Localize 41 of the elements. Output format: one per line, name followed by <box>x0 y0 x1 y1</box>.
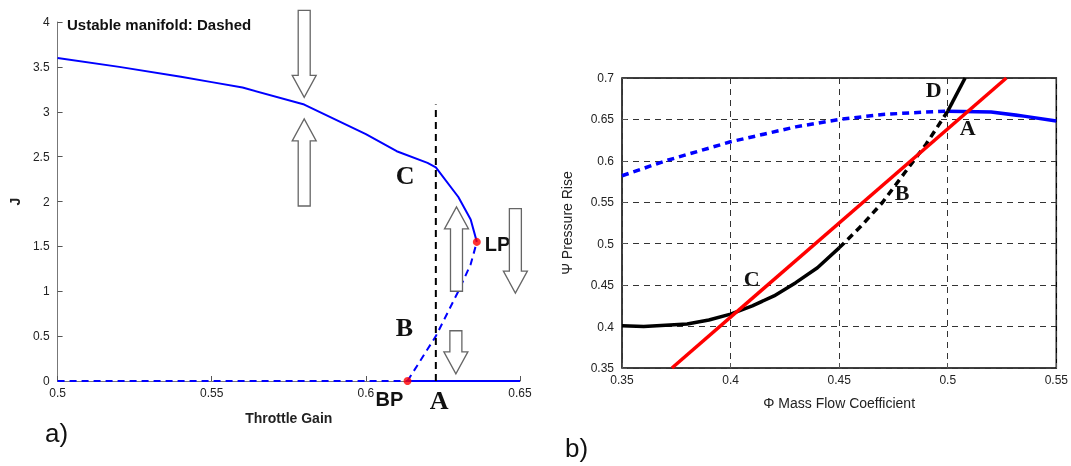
y-tick-label: 0.5 <box>32 329 50 344</box>
y-tick-label: 0.7 <box>597 71 615 85</box>
y-tick-label: 1.5 <box>32 239 50 254</box>
annotation: LP <box>484 232 511 255</box>
annotation: BP <box>375 388 404 410</box>
y-tick-label: 0.35 <box>590 361 615 375</box>
y-tick-label: 3 <box>42 104 50 119</box>
x-tick-label: 0.55 <box>200 386 224 400</box>
annotation: A <box>959 114 976 140</box>
x-tick-label: 0.35 <box>610 373 634 387</box>
annotation: C <box>395 160 415 190</box>
x-tick-label: 0.4 <box>722 373 740 387</box>
y-tick-label: 0.65 <box>590 112 615 127</box>
y-tick-label: 0.5 <box>597 236 615 251</box>
y-axis-title: Ψ Pressure Rise <box>559 171 575 275</box>
y-tick-label: 2.5 <box>32 149 50 164</box>
text: a) <box>45 418 69 448</box>
y-tick-label: 4 <box>42 15 50 29</box>
annotation: A <box>429 385 449 415</box>
annotation: B <box>395 312 414 342</box>
y-tick-label: 0.6 <box>597 153 615 168</box>
annotation: B <box>894 180 910 206</box>
x-tick-label: 0.65 <box>508 386 532 400</box>
x-axis-title: Φ Mass Flow Coefficient <box>763 395 916 411</box>
x-tick-label: 0.45 <box>827 373 852 387</box>
y-tick-label: 0 <box>42 374 50 388</box>
x-tick-label: 0.55 <box>1044 373 1069 387</box>
chart-title: Ustable manifold: Dashed <box>67 16 252 33</box>
annotation: D <box>925 76 942 102</box>
text: b) <box>565 433 589 463</box>
y-axis-title: J <box>7 197 23 206</box>
y-tick-label: 0.4 <box>597 319 615 334</box>
y-tick-label: 0.55 <box>590 195 615 210</box>
annotation: C <box>743 266 760 292</box>
y-tick-label: 2 <box>42 194 50 209</box>
x-tick-label: 0.6 <box>357 386 375 400</box>
y-tick-label: 3.5 <box>32 59 50 74</box>
y-tick-label: 0.45 <box>590 278 615 293</box>
x-tick-label: 0.5 <box>939 373 957 387</box>
y-tick-label: 1 <box>42 284 50 299</box>
x-axis-title: Throttle Gain <box>245 410 333 426</box>
